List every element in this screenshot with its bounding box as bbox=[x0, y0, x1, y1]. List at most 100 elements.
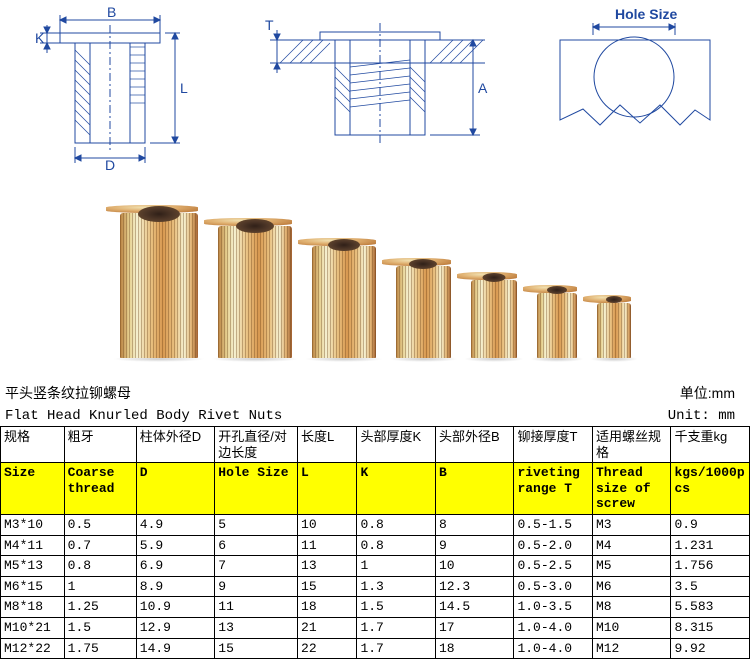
unit-cn: 单位:mm bbox=[680, 383, 735, 403]
unit-en: Unit: mm bbox=[668, 408, 735, 424]
table-cell: M5*13 bbox=[1, 556, 65, 577]
nut-photo bbox=[113, 205, 205, 362]
header-cell-en: B bbox=[435, 463, 514, 515]
table-cell: 0.5-2.0 bbox=[514, 535, 593, 556]
table-cell: M12 bbox=[592, 638, 671, 659]
table-row: M5*130.86.97131100.5-2.5M51.756 bbox=[1, 556, 750, 577]
header-cell-cn: 柱体外径D bbox=[136, 427, 215, 463]
technical-diagrams: B K L D bbox=[0, 0, 750, 170]
table-cell: 1.7 bbox=[357, 617, 436, 638]
nut-photo bbox=[530, 285, 584, 362]
table-cell: 1.0-4.0 bbox=[514, 617, 593, 638]
table-cell: M4 bbox=[592, 535, 671, 556]
table-cell: M3*10 bbox=[1, 514, 65, 535]
table-cell: 1.3 bbox=[357, 576, 436, 597]
table-cell: 1.5 bbox=[64, 617, 136, 638]
table-cell: 13 bbox=[298, 556, 357, 577]
table-cell: 9.92 bbox=[671, 638, 750, 659]
table-cell: 0.8 bbox=[64, 556, 136, 577]
table-cell: M3 bbox=[592, 514, 671, 535]
table-cell: M6 bbox=[592, 576, 671, 597]
table-row: M3*100.54.95100.880.5-1.5M30.9 bbox=[1, 514, 750, 535]
table-cell: 12.3 bbox=[435, 576, 514, 597]
dim-b: B bbox=[107, 5, 116, 20]
title-row-cn: 平头竖条纹拉铆螺母 单位:mm bbox=[0, 380, 750, 405]
header-cell-en: Coarse thread bbox=[64, 463, 136, 515]
table-cell: 10 bbox=[298, 514, 357, 535]
table-cell: 8 bbox=[435, 514, 514, 535]
dim-t: T bbox=[265, 17, 274, 33]
header-row-cn: 规格粗牙柱体外径D开孔直径/对边长度长度L头部厚度K头部外径B铆接厚度T适用螺丝… bbox=[1, 427, 750, 463]
header-cell-en: D bbox=[136, 463, 215, 515]
table-cell: 18 bbox=[435, 638, 514, 659]
title-en: Flat Head Knurled Body Rivet Nuts bbox=[5, 408, 282, 424]
table-cell: M6*15 bbox=[1, 576, 65, 597]
table-cell: 0.9 bbox=[671, 514, 750, 535]
table-cell: 22 bbox=[298, 638, 357, 659]
table-cell: M8*18 bbox=[1, 597, 65, 618]
table-cell: 10.9 bbox=[136, 597, 215, 618]
table-cell: 14.9 bbox=[136, 638, 215, 659]
table-cell: 12.9 bbox=[136, 617, 215, 638]
dim-k: K bbox=[35, 30, 45, 46]
table-cell: 6 bbox=[215, 535, 298, 556]
header-cell-cn: 头部外径B bbox=[435, 427, 514, 463]
nut-photo bbox=[305, 238, 383, 362]
table-cell: 15 bbox=[298, 576, 357, 597]
header-cell-en: Size bbox=[1, 463, 65, 515]
table-row: M6*1518.99151.312.30.5-3.0M63.5 bbox=[1, 576, 750, 597]
table-cell: 15 bbox=[215, 638, 298, 659]
product-photo-row bbox=[0, 170, 750, 380]
table-cell: 18 bbox=[298, 597, 357, 618]
table-cell: 1.7 bbox=[357, 638, 436, 659]
table-cell: 13 bbox=[215, 617, 298, 638]
nut-photo bbox=[389, 258, 458, 362]
nut-photo bbox=[464, 272, 524, 362]
spec-table: 规格粗牙柱体外径D开孔直径/对边长度长度L头部厚度K头部外径B铆接厚度T适用螺丝… bbox=[0, 426, 750, 659]
table-cell: 0.7 bbox=[64, 535, 136, 556]
table-cell: 0.5-1.5 bbox=[514, 514, 593, 535]
table-cell: 7 bbox=[215, 556, 298, 577]
table-cell: 9 bbox=[215, 576, 298, 597]
dim-l: L bbox=[180, 80, 188, 96]
diagram-side-view: B K L D bbox=[35, 5, 215, 170]
diagram-installed-view: T A bbox=[265, 5, 495, 170]
header-cell-en: K bbox=[357, 463, 436, 515]
table-row: M4*110.75.96110.890.5-2.0M41.231 bbox=[1, 535, 750, 556]
table-cell: 9 bbox=[435, 535, 514, 556]
dim-a: A bbox=[478, 80, 488, 96]
header-cell-en: L bbox=[298, 463, 357, 515]
header-cell-cn: 长度L bbox=[298, 427, 357, 463]
table-cell: 0.5-2.5 bbox=[514, 556, 593, 577]
header-cell-en: Hole Size bbox=[215, 463, 298, 515]
header-cell-en: kgs/1000pcs bbox=[671, 463, 750, 515]
header-cell-cn: 铆接厚度T bbox=[514, 427, 593, 463]
header-row-en: SizeCoarse threadDHole SizeLKBriveting r… bbox=[1, 463, 750, 515]
table-cell: 1 bbox=[64, 576, 136, 597]
hole-size-label: Hole Size bbox=[615, 6, 677, 22]
table-cell: 1.231 bbox=[671, 535, 750, 556]
header-cell-cn: 规格 bbox=[1, 427, 65, 463]
table-cell: 17 bbox=[435, 617, 514, 638]
table-cell: 6.9 bbox=[136, 556, 215, 577]
table-cell: 1.75 bbox=[64, 638, 136, 659]
table-cell: 0.5-3.0 bbox=[514, 576, 593, 597]
table-cell: 5.583 bbox=[671, 597, 750, 618]
diagram-hole-size: Hole Size bbox=[545, 5, 715, 145]
header-cell-cn: 开孔直径/对边长度 bbox=[215, 427, 298, 463]
table-cell: M8 bbox=[592, 597, 671, 618]
header-cell-cn: 适用螺丝规格 bbox=[592, 427, 671, 463]
table-cell: 1.756 bbox=[671, 556, 750, 577]
table-body: M3*100.54.95100.880.5-1.5M30.9M4*110.75.… bbox=[1, 514, 750, 658]
table-cell: 0.8 bbox=[357, 514, 436, 535]
table-cell: M10*21 bbox=[1, 617, 65, 638]
table-row: M10*211.512.913211.7171.0-4.0M108.315 bbox=[1, 617, 750, 638]
table-cell: 21 bbox=[298, 617, 357, 638]
table-cell: 1.0-4.0 bbox=[514, 638, 593, 659]
table-cell: 1 bbox=[357, 556, 436, 577]
header-cell-en: Thread size of screw bbox=[592, 463, 671, 515]
table-cell: 8.315 bbox=[671, 617, 750, 638]
table-cell: 1.0-3.5 bbox=[514, 597, 593, 618]
table-cell: 5.9 bbox=[136, 535, 215, 556]
table-cell: 0.5 bbox=[64, 514, 136, 535]
